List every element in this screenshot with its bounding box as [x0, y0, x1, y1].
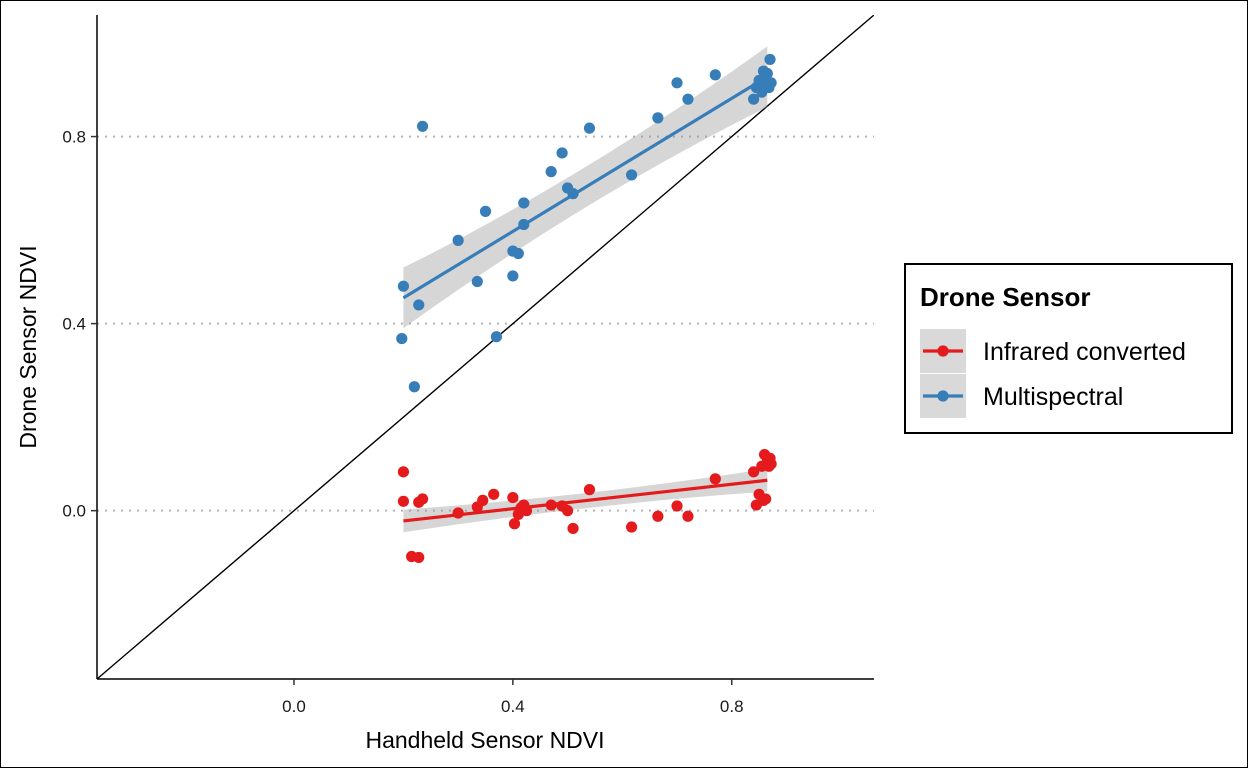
point-infrared-converted-26	[748, 466, 760, 478]
point-infrared-converted-0	[397, 466, 410, 478]
point-multispectral-4	[416, 120, 429, 132]
y-tick-label-2: 0.8	[62, 128, 86, 147]
point-multispectral-33	[764, 53, 776, 66]
point-multispectral-14	[545, 166, 557, 178]
point-multispectral-13	[518, 197, 530, 209]
point-infrared-converted-11	[508, 518, 521, 530]
legend-title: Drone Sensor	[920, 282, 1091, 312]
point-multispectral-15	[556, 147, 568, 159]
legend-entry-multispectral: Multispectral	[920, 374, 1123, 418]
point-multispectral-8	[490, 331, 503, 343]
point-multispectral-22	[682, 93, 694, 105]
point-multispectral-34	[765, 77, 777, 89]
point-multispectral-1	[397, 280, 410, 292]
y-tick-label-1: 0.4	[62, 315, 86, 334]
trend-lines	[402, 75, 769, 523]
legend-entries: Infrared converted Multispectral	[920, 329, 1186, 418]
point-multispectral-24	[748, 93, 760, 105]
point-multispectral-19	[625, 169, 638, 181]
x-tick-label-2: 0.8	[720, 697, 744, 716]
point-infrared-converted-25	[709, 473, 721, 485]
x-tick-label-0: 0.0	[282, 697, 306, 716]
point-infrared-converted-20	[583, 484, 596, 496]
point-multispectral-21	[671, 77, 683, 89]
point-multispectral-31	[761, 67, 773, 80]
point-multispectral-3	[413, 299, 425, 311]
point-infrared-converted-21	[625, 521, 638, 533]
point-infrared-converted-36	[765, 458, 777, 470]
point-infrared-converted-10	[507, 491, 519, 504]
gridlines	[97, 135, 874, 512]
trend-line-infrared-converted	[403, 478, 768, 523]
point-infrared-converted-22	[652, 510, 664, 522]
point-multispectral-5	[452, 234, 464, 246]
point-multispectral-2	[408, 381, 420, 393]
legend-key-point-infrared-converted	[937, 345, 949, 357]
point-infrared-converted-8	[477, 494, 489, 506]
point-multispectral-20	[652, 112, 664, 124]
legend-entry-infrared-converted: Infrared converted	[920, 329, 1186, 373]
point-infrared-converted-18	[561, 505, 574, 517]
point-infrared-converted-1	[397, 495, 410, 507]
point-multispectral-12	[518, 218, 530, 231]
point-infrared-converted-23	[671, 500, 683, 512]
point-multispectral-7	[479, 205, 492, 217]
point-multispectral-17	[567, 188, 579, 200]
trend-line-multispectral	[402, 75, 769, 300]
point-infrared-converted-15	[520, 505, 533, 517]
legend-key-point-multispectral	[937, 390, 949, 402]
point-multispectral-23	[709, 69, 721, 81]
legend: Drone Sensor Infrared converted Multispec…	[904, 263, 1233, 434]
point-infrared-converted-3	[413, 551, 425, 564]
point-multispectral-11	[512, 247, 524, 260]
point-infrared-converted-5	[416, 493, 429, 505]
point-infrared-converted-16	[545, 499, 557, 511]
x-tick-label-1: 0.4	[501, 697, 525, 716]
data-points	[396, 53, 777, 564]
point-infrared-converted-32	[760, 493, 772, 505]
point-infrared-converted-24	[682, 510, 694, 522]
point-multispectral-18	[583, 122, 596, 134]
point-infrared-converted-19	[567, 522, 579, 535]
point-multispectral-0	[396, 332, 408, 345]
point-multispectral-9	[507, 270, 519, 282]
axes	[96, 15, 874, 680]
x-axis-title: Handheld Sensor NDVI	[365, 727, 604, 753]
confidence-ribbons	[403, 46, 768, 533]
legend-label-multispectral: Multispectral	[983, 383, 1123, 411]
reference-line-layer	[97, 15, 874, 679]
point-infrared-converted-6	[452, 507, 464, 519]
tick-labels: 0.0 0.4 0.8 0.0 0.4 0.8	[62, 128, 743, 716]
identity-line	[97, 15, 874, 679]
y-axis-title: Drone Sensor NDVI	[15, 245, 41, 448]
point-infrared-converted-9	[488, 488, 500, 500]
point-multispectral-6	[471, 275, 483, 288]
y-tick-label-0: 0.0	[62, 502, 86, 521]
legend-label-infrared-converted: Infrared converted	[983, 338, 1186, 366]
